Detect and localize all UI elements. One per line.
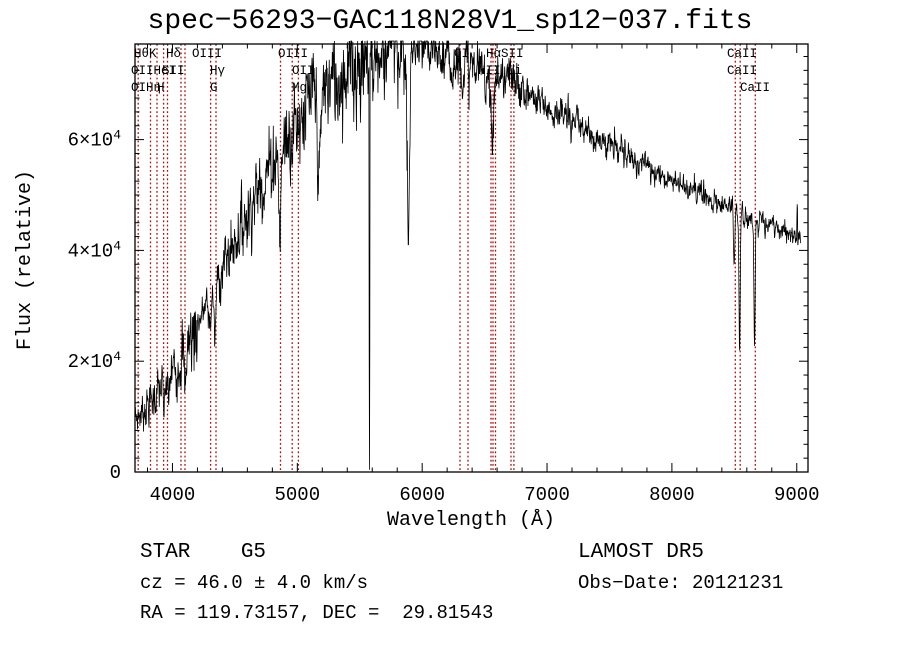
svg-text:G: G	[210, 81, 218, 95]
svg-text:cz = 46.0 ± 4.0 km/s: cz = 46.0 ± 4.0 km/s	[140, 572, 368, 594]
svg-text:spec−56293−GAC118N28V1_sp12−03: spec−56293−GAC118N28V1_sp12−037.fits	[148, 6, 753, 37]
svg-text:9000: 9000	[774, 484, 820, 506]
svg-text:4000: 4000	[150, 484, 196, 506]
svg-text:Obs−Date: 20121231: Obs−Date: 20121231	[578, 572, 783, 594]
svg-text:Wavelength (Å): Wavelength (Å)	[387, 509, 555, 532]
svg-text:NII: NII	[478, 64, 501, 78]
svg-text:6000: 6000	[399, 484, 445, 506]
svg-text:CaII: CaII	[727, 47, 757, 61]
svg-text:HθK: HθK	[134, 47, 157, 61]
svg-text:CaII: CaII	[727, 64, 757, 78]
svg-text:CaII: CaII	[740, 81, 770, 95]
svg-text:Hδ: Hδ	[166, 47, 181, 61]
svg-text:5000: 5000	[275, 484, 321, 506]
svg-text:OII: OII	[292, 64, 315, 78]
svg-text:HαSII: HαSII	[486, 47, 524, 61]
svg-text:4×104: 4×104	[68, 238, 122, 262]
svg-text:Mg: Mg	[292, 81, 307, 95]
svg-text:Li: Li	[507, 64, 522, 78]
svg-text:2×104: 2×104	[68, 349, 122, 373]
svg-text:Flux (relative): Flux (relative)	[14, 170, 37, 350]
svg-text:OIII: OIII	[192, 47, 222, 61]
svg-text:6×104: 6×104	[68, 128, 122, 152]
svg-text:8000: 8000	[649, 484, 695, 506]
svg-text:7000: 7000	[524, 484, 570, 506]
svg-text:H: H	[157, 81, 165, 95]
svg-text:RA = 119.73157, DEC = 29.8154: RA = 119.73157, DEC = 29.81543	[140, 602, 493, 624]
svg-text:LAMOST DR5: LAMOST DR5	[578, 541, 704, 564]
svg-text:SII: SII	[162, 64, 185, 78]
svg-text:Hγ: Hγ	[210, 64, 226, 78]
svg-text:OI: OI	[454, 47, 469, 61]
svg-text:OIII: OIII	[278, 47, 308, 61]
svg-text:STAR G5: STAR G5	[140, 541, 266, 564]
svg-text:0: 0	[110, 462, 121, 484]
